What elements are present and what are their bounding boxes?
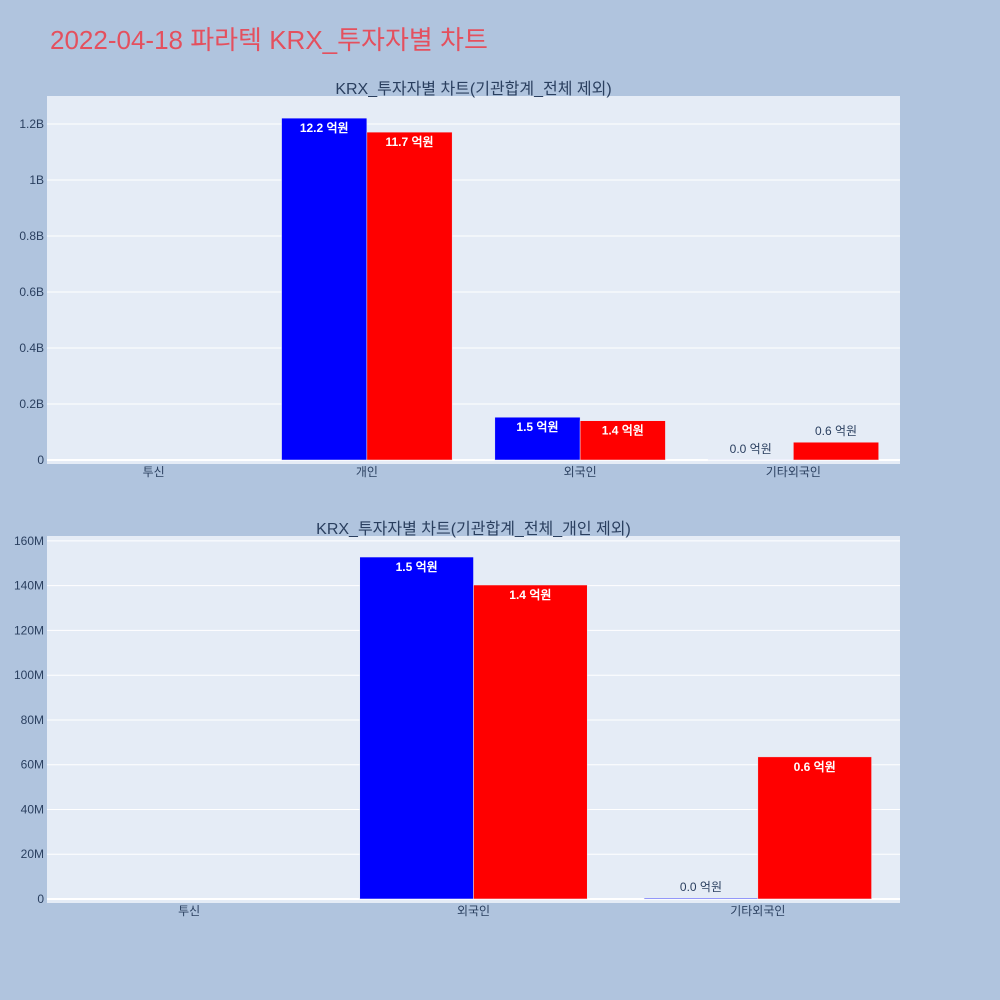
x-tick-label: 외국인 — [564, 465, 597, 479]
chart-2-title: KRX_투자자별 차트(기관합계_전체_개인 제외) — [316, 520, 631, 538]
y-tick-label: 0.4B — [19, 341, 44, 355]
bar-label-series-2: 0.6 억원 — [815, 424, 857, 438]
plot-area — [47, 96, 900, 464]
x-tick-label: 투신 — [178, 904, 200, 918]
y-tick-label: 0 — [37, 892, 44, 906]
y-tick-label: 0.8B — [19, 229, 44, 243]
x-tick-label: 개인 — [356, 465, 378, 479]
chart-1: 0 0.2B 0.4B 0.6B 0.8B 1B 1.2B 투신 개인 12.2 억원 11.7 억… — [19, 80, 900, 479]
bar-label-series-1: 12.2 억원 — [300, 121, 349, 135]
y-tick-label: 100M — [14, 668, 44, 682]
bar-series-2 — [579, 420, 666, 461]
chart-1-plot: 0 0.2B 0.4B 0.6B 0.8B 1B 1.2B 투신 개인 12.2 억원 11.7 억… — [19, 96, 900, 479]
y-tick-label: 0 — [37, 453, 44, 467]
x-tick-label: 기타외국인 — [730, 904, 785, 918]
chart-2: 0 20M 40M 60M 80M 100M 120M 140M 160M 투신 외국인 1.5 억원… — [14, 520, 900, 918]
chart-1-title: KRX_투자자별 차트(기관합계_전체 제외) — [335, 80, 611, 98]
bar-series-2 — [473, 584, 588, 900]
y-tick-label: 1.2B — [19, 117, 44, 131]
bar-series-1 — [281, 117, 368, 461]
bar-label-series-2: 1.4 억원 — [602, 424, 644, 438]
y-tick-label: 20M — [21, 847, 44, 861]
y-tick-label: 0.2B — [19, 397, 44, 411]
bar-label-series-2: 11.7 억원 — [385, 135, 433, 149]
bar-label-series-1: 0.0 억원 — [680, 880, 722, 894]
bar-label-series-2: 1.4 억원 — [509, 588, 551, 602]
y-tick-label: 1B — [29, 173, 44, 187]
bar-series-2 — [757, 756, 872, 900]
x-tick-label: 외국인 — [457, 904, 490, 918]
chart-2-plot: 0 20M 40M 60M 80M 100M 120M 140M 160M 투신 외국인 1.5 억원… — [14, 534, 900, 918]
y-tick-label: 160M — [14, 534, 44, 548]
y-tick-label: 120M — [14, 623, 44, 637]
bar-label-series-1: 1.5 억원 — [516, 420, 558, 434]
x-tick-label: 기타외국인 — [766, 465, 821, 479]
bar-label-series-2: 0.6 억원 — [794, 760, 836, 774]
y-tick-label: 40M — [21, 802, 44, 816]
x-tick-label: 투신 — [143, 465, 165, 479]
bar-label-series-1: 0.0 억원 — [730, 442, 772, 456]
bar-series-2 — [366, 131, 453, 461]
bar-series-2 — [793, 441, 879, 461]
bar-label-series-1: 1.5 억원 — [396, 560, 438, 574]
y-tick-label: 140M — [14, 579, 44, 593]
bar-series-1 — [359, 556, 474, 900]
y-tick-label: 80M — [21, 713, 44, 727]
y-tick-label: 60M — [21, 758, 44, 772]
page-title: 2022-04-18 파라텍 KRX_투자자별 차트 — [50, 25, 488, 55]
y-tick-label: 0.6B — [19, 285, 44, 299]
bar-series-1 — [643, 897, 759, 900]
